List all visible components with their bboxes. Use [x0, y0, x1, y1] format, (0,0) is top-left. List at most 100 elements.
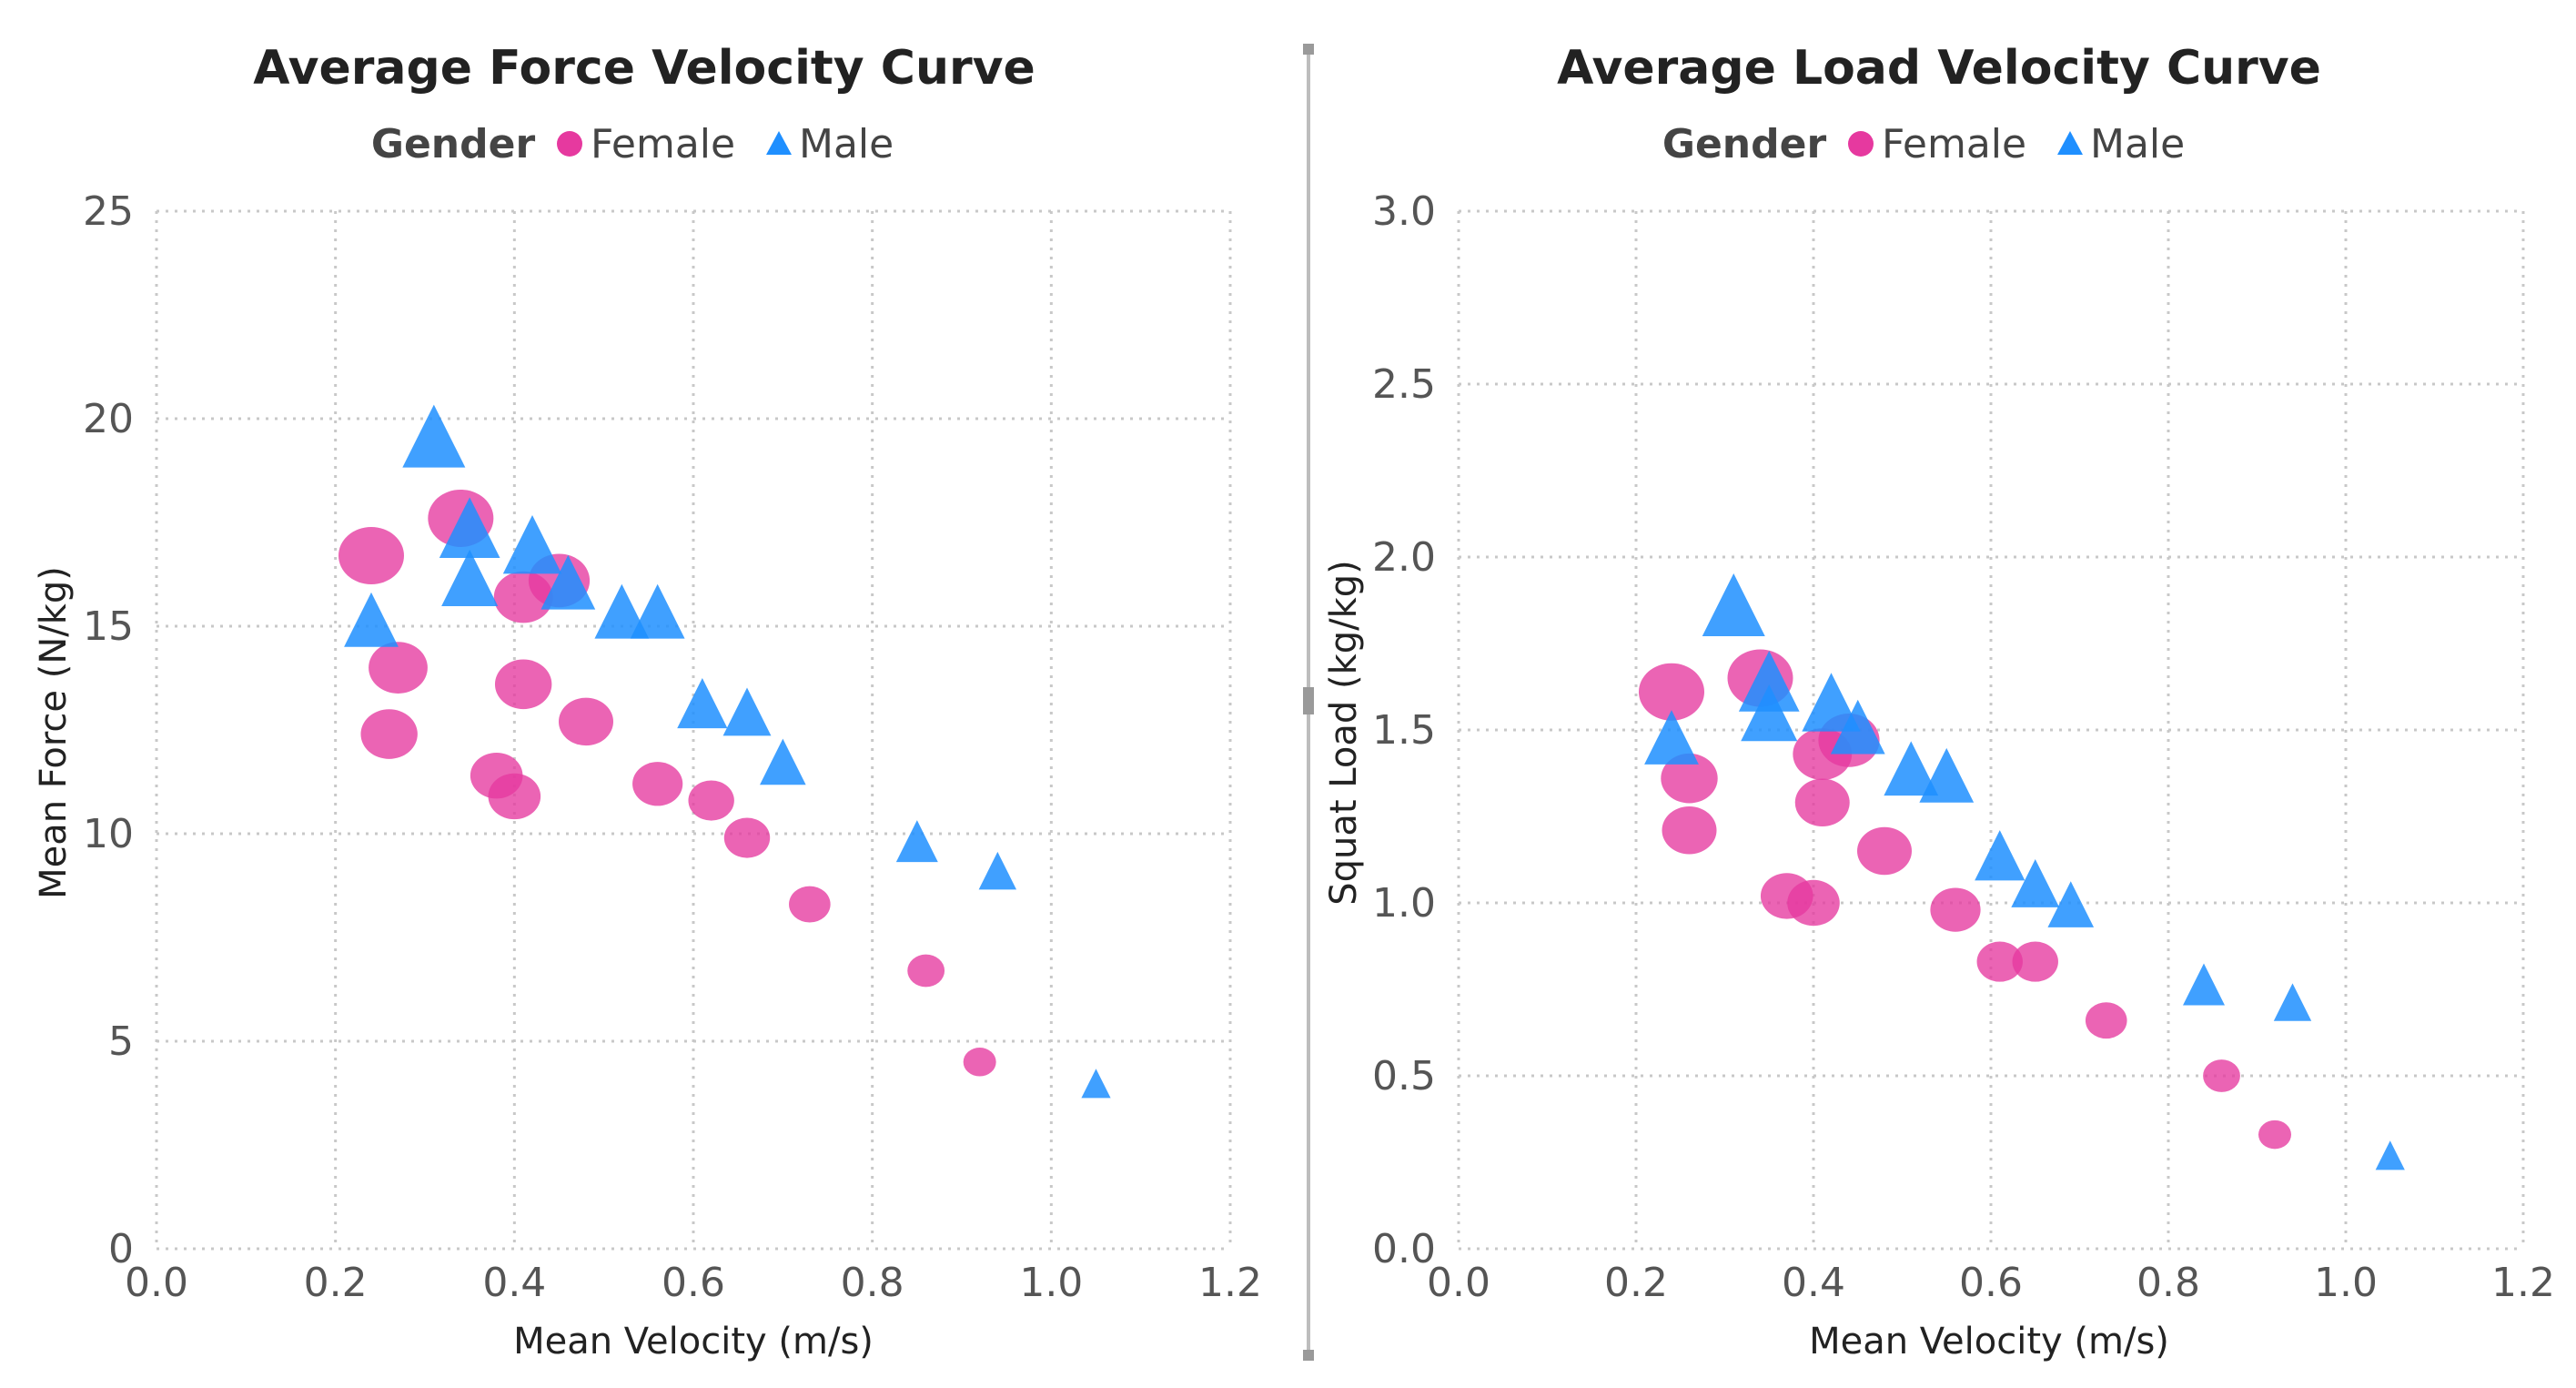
x-tick-label: 1.0 — [2314, 1260, 2378, 1306]
male-point[interactable] — [439, 497, 500, 559]
y-tick-label: 25 — [83, 188, 134, 235]
y-tick-label: 2.0 — [1372, 534, 1436, 581]
panel-divider-handle-top[interactable] — [1303, 44, 1314, 55]
legend-female-label[interactable]: Female — [1882, 121, 2026, 167]
y-tick-label: 15 — [83, 603, 134, 650]
female-point[interactable] — [360, 709, 418, 759]
legend: Gender Female Male — [1662, 121, 2185, 167]
y-tick-label: 0 — [108, 1226, 134, 1272]
female-point[interactable] — [723, 817, 771, 858]
female-point[interactable] — [1976, 941, 2023, 982]
female-point[interactable] — [963, 1048, 996, 1077]
female-point[interactable] — [1787, 879, 1840, 927]
panel-divider-handle-mid[interactable] — [1303, 687, 1314, 714]
female-point[interactable] — [907, 954, 945, 988]
male-point[interactable] — [760, 738, 806, 785]
legend-female-label[interactable]: Female — [591, 121, 735, 167]
male-point[interactable] — [722, 687, 772, 736]
legend: Gender Female Male — [371, 121, 894, 167]
female-point[interactable] — [494, 659, 552, 710]
male-point[interactable] — [1702, 573, 1765, 637]
legend-male-marker — [766, 131, 792, 155]
y-axis-ticks: 0 5 10 15 20 25 — [83, 188, 134, 1272]
y-tick-label: 1.0 — [1372, 880, 1436, 927]
male-point[interactable] — [402, 404, 466, 468]
female-point[interactable] — [1857, 826, 1912, 876]
male-point[interactable] — [895, 820, 938, 863]
chart-title: Average Load Velocity Curve — [1557, 41, 2321, 96]
female-point[interactable] — [1662, 805, 1717, 855]
legend-female-marker — [1848, 131, 1874, 157]
male-point[interactable] — [441, 549, 499, 606]
male-point[interactable] — [1081, 1069, 1111, 1099]
female-point[interactable] — [2012, 941, 2058, 982]
female-point[interactable] — [2258, 1120, 2291, 1150]
legend-male-label[interactable]: Male — [2090, 121, 2185, 167]
y-axis-label: Squat Load (kg/kg) — [1323, 560, 1365, 906]
male-point[interactable] — [630, 583, 685, 639]
female-point[interactable] — [2085, 1002, 2127, 1039]
male-point[interactable] — [978, 851, 1017, 890]
female-point[interactable] — [688, 780, 734, 821]
x-axis-ticks: 0.0 0.2 0.4 0.6 0.8 1.0 1.2 — [1427, 1260, 2555, 1306]
male-point[interactable] — [1884, 741, 1939, 796]
y-axis-ticks: 0.0 0.5 1.0 1.5 2.0 2.5 3.0 — [1372, 188, 1436, 1272]
x-tick-label: 1.2 — [2491, 1260, 2555, 1306]
female-point[interactable] — [789, 886, 831, 923]
female-point[interactable] — [559, 697, 613, 746]
female-point[interactable] — [1661, 753, 1718, 804]
male-point[interactable] — [1919, 747, 1975, 803]
male-point[interactable] — [1738, 651, 1800, 712]
x-tick-label: 1.0 — [1019, 1260, 1083, 1306]
male-point[interactable] — [677, 677, 728, 729]
x-axis-ticks: 0.0 0.2 0.4 0.6 0.8 1.0 1.2 — [125, 1260, 1262, 1306]
x-tick-label: 0.6 — [1959, 1260, 2023, 1306]
panel-divider-handle-bottom[interactable] — [1303, 1350, 1314, 1361]
y-tick-label: 20 — [83, 396, 134, 442]
legend-female-marker — [557, 131, 582, 157]
female-point[interactable] — [1639, 663, 1704, 721]
male-point[interactable] — [2011, 859, 2060, 907]
load-velocity-chart: Average Load Velocity Curve Gender Femal… — [1323, 41, 2555, 1363]
male-point[interactable] — [1644, 710, 1699, 765]
male-point[interactable] — [344, 592, 399, 647]
female-point[interactable] — [1930, 887, 1981, 932]
male-point[interactable] — [2183, 963, 2225, 1006]
y-tick-label: 10 — [83, 811, 134, 857]
x-tick-label: 0.4 — [1782, 1260, 1845, 1306]
female-point[interactable] — [632, 762, 683, 806]
legend-male-label[interactable]: Male — [799, 121, 894, 167]
x-tick-label: 1.2 — [1198, 1260, 1262, 1306]
x-tick-label: 0.4 — [482, 1260, 546, 1306]
y-tick-label: 0.0 — [1372, 1226, 1436, 1272]
gridlines — [1457, 209, 2525, 1251]
legend-title: Gender — [371, 121, 536, 167]
female-point[interactable] — [338, 526, 404, 584]
male-point[interactable] — [594, 583, 650, 639]
y-tick-label: 0.5 — [1372, 1053, 1436, 1099]
x-tick-label: 0.0 — [125, 1260, 188, 1306]
plot-points — [1639, 573, 2405, 1170]
y-tick-label: 1.5 — [1372, 707, 1436, 754]
y-axis-label: Mean Force (N/kg) — [33, 566, 75, 899]
male-point[interactable] — [2047, 881, 2095, 927]
male-point[interactable] — [540, 554, 596, 610]
male-point[interactable] — [1741, 684, 1798, 742]
male-point[interactable] — [1802, 673, 1861, 732]
x-tick-label: 0.8 — [2137, 1260, 2200, 1306]
female-point[interactable] — [488, 773, 541, 820]
male-point[interactable] — [2375, 1140, 2405, 1170]
x-axis-label: Mean Velocity (m/s) — [1809, 1321, 2169, 1363]
male-point[interactable] — [2273, 983, 2312, 1021]
x-tick-label: 0.0 — [1427, 1260, 1490, 1306]
male-point[interactable] — [1975, 830, 2025, 881]
chart-title: Average Force Velocity Curve — [253, 41, 1035, 96]
female-point[interactable] — [2203, 1059, 2240, 1092]
male-point[interactable] — [502, 514, 562, 574]
female-point[interactable] — [369, 642, 428, 694]
male-point[interactable] — [1830, 699, 1885, 755]
female-point[interactable] — [1794, 778, 1850, 827]
legend-title: Gender — [1662, 121, 1827, 167]
x-tick-label: 0.2 — [1604, 1260, 1668, 1306]
